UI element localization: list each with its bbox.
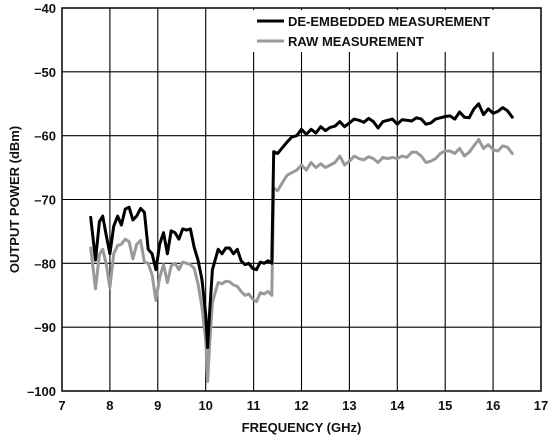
- y-tick-label: –60: [34, 129, 56, 144]
- legend-label-de-embedded: DE-EMBEDDED MEASUREMENT: [288, 14, 490, 29]
- series-layer: [89, 102, 514, 383]
- x-tick-label: 9: [154, 398, 161, 413]
- y-tick-label: –80: [34, 256, 56, 271]
- legend: DE-EMBEDDED MEASUREMENT RAW MEASUREMENT: [253, 10, 539, 52]
- y-tick-label: –90: [34, 320, 56, 335]
- y-tick-label: –40: [34, 1, 56, 16]
- series-line-de-embedded: [89, 102, 514, 350]
- y-tick-label: –50: [34, 65, 56, 80]
- x-tick-label: 11: [247, 398, 261, 413]
- x-tick-label: 12: [294, 398, 308, 413]
- plot-frame: [61, 7, 542, 392]
- x-tick-label: 13: [342, 398, 356, 413]
- x-axis-title: FREQUENCY (GHz): [242, 420, 362, 435]
- x-tick-label: 16: [486, 398, 500, 413]
- y-tick-label: –100: [27, 384, 56, 399]
- x-axis-ticks: 7 8 9 10 11 12 13 14 15 16 17: [58, 398, 548, 413]
- x-tick-label: 8: [106, 398, 113, 413]
- legend-background: [253, 10, 539, 52]
- x-tick-label: 14: [390, 398, 405, 413]
- grid: [62, 8, 541, 391]
- y-axis-title: OUTPUT POWER (dBm): [7, 126, 22, 273]
- y-axis-ticks: –40 –50 –60 –70 –80 –90 –100: [27, 1, 56, 399]
- y-tick-label: –70: [34, 193, 56, 208]
- x-tick-label: 15: [438, 398, 452, 413]
- x-tick-label: 7: [58, 398, 65, 413]
- legend-label-raw: RAW MEASUREMENT: [288, 34, 424, 49]
- x-tick-label: 17: [534, 398, 548, 413]
- x-tick-label: 10: [198, 398, 212, 413]
